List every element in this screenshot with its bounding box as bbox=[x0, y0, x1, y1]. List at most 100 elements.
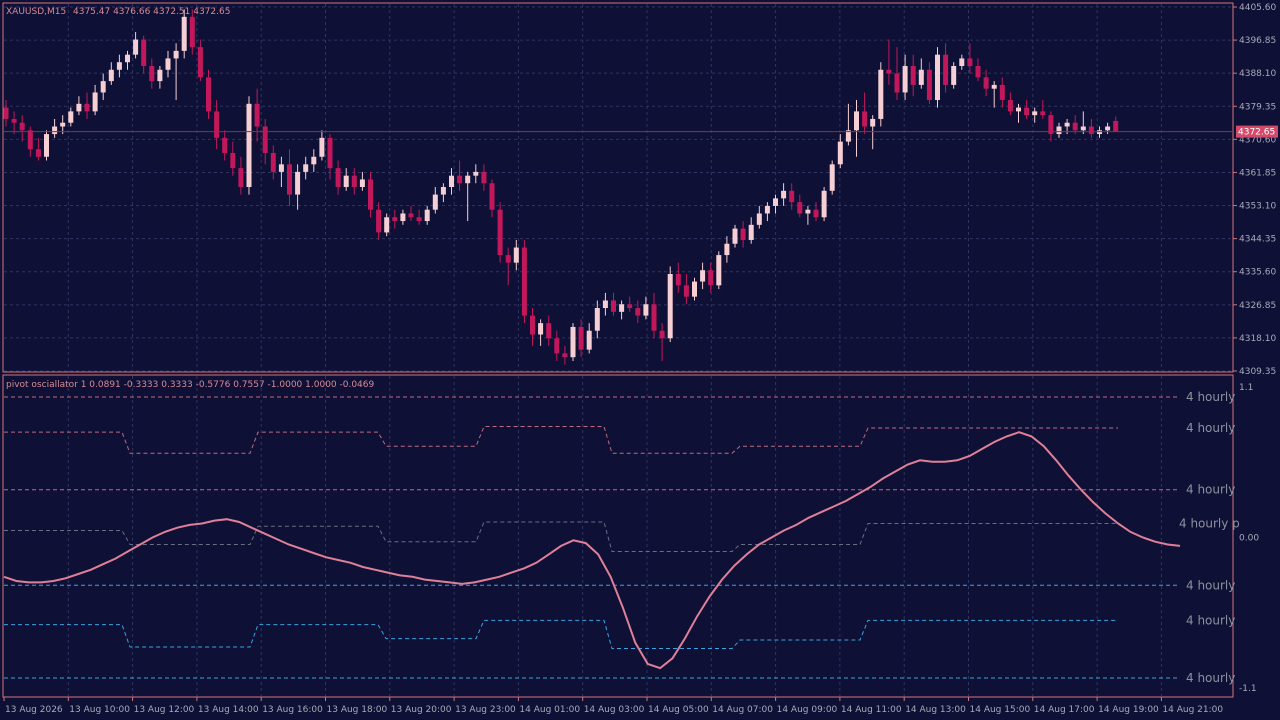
candle[interactable] bbox=[1056, 122, 1062, 138]
candle[interactable] bbox=[902, 54, 908, 101]
candle[interactable] bbox=[821, 187, 827, 222]
candle[interactable] bbox=[756, 205, 762, 229]
time-axis[interactable]: 13 Aug 2026 13 Aug 10:00 13 Aug 12:00 13 Au… bbox=[3, 697, 1223, 715]
candle[interactable] bbox=[11, 111, 17, 135]
candle[interactable] bbox=[740, 221, 746, 248]
candle[interactable] bbox=[359, 171, 365, 191]
candle[interactable] bbox=[659, 323, 665, 361]
candle[interactable] bbox=[351, 168, 357, 195]
candle[interactable] bbox=[92, 84, 98, 116]
candle[interactable] bbox=[489, 179, 495, 218]
candle[interactable] bbox=[392, 209, 398, 229]
candle[interactable] bbox=[894, 47, 900, 101]
candle[interactable] bbox=[708, 262, 714, 293]
candle[interactable] bbox=[343, 168, 349, 191]
candle[interactable] bbox=[975, 58, 981, 82]
candle[interactable] bbox=[926, 62, 932, 104]
candle[interactable] bbox=[424, 205, 430, 225]
candle[interactable] bbox=[246, 96, 252, 195]
candle[interactable] bbox=[270, 145, 276, 180]
candle[interactable] bbox=[594, 300, 600, 339]
candle[interactable] bbox=[157, 65, 163, 89]
candle[interactable] bbox=[408, 205, 414, 222]
candle[interactable] bbox=[862, 92, 868, 135]
candle[interactable] bbox=[1072, 115, 1078, 135]
candle[interactable] bbox=[651, 292, 657, 339]
candle[interactable] bbox=[262, 118, 268, 165]
candle[interactable] bbox=[1105, 122, 1111, 135]
candle[interactable] bbox=[165, 50, 171, 78]
candle[interactable] bbox=[700, 262, 706, 290]
candle[interactable] bbox=[667, 266, 673, 343]
candle[interactable] bbox=[1113, 116, 1119, 133]
candle[interactable] bbox=[797, 194, 803, 218]
candle[interactable] bbox=[570, 323, 576, 361]
candle[interactable] bbox=[60, 115, 66, 135]
candle[interactable] bbox=[764, 202, 770, 222]
candle[interactable] bbox=[999, 77, 1005, 108]
candle[interactable] bbox=[781, 183, 787, 206]
candle[interactable] bbox=[278, 156, 284, 188]
candle[interactable] bbox=[943, 43, 949, 93]
candle[interactable] bbox=[311, 149, 317, 172]
candle[interactable] bbox=[181, 9, 187, 59]
candle[interactable] bbox=[173, 43, 179, 101]
candle[interactable] bbox=[335, 160, 341, 195]
candle[interactable] bbox=[513, 239, 519, 271]
candle[interactable] bbox=[76, 96, 82, 116]
candle[interactable] bbox=[829, 160, 835, 195]
candle[interactable] bbox=[983, 69, 989, 97]
candle[interactable] bbox=[643, 296, 649, 320]
candle[interactable] bbox=[481, 164, 487, 191]
candle[interactable] bbox=[578, 319, 584, 358]
candle[interactable] bbox=[238, 156, 244, 195]
candle[interactable] bbox=[1024, 100, 1030, 119]
candle[interactable] bbox=[1032, 107, 1038, 123]
candle[interactable] bbox=[368, 171, 373, 218]
candle[interactable] bbox=[1016, 103, 1021, 123]
candle[interactable] bbox=[813, 202, 819, 222]
candle[interactable] bbox=[635, 300, 641, 324]
candle[interactable] bbox=[214, 100, 220, 150]
candle[interactable] bbox=[254, 88, 260, 142]
candle[interactable] bbox=[84, 92, 90, 119]
candle[interactable] bbox=[716, 251, 722, 290]
candle[interactable] bbox=[319, 130, 325, 161]
candle[interactable] bbox=[303, 156, 309, 180]
candle[interactable] bbox=[611, 292, 616, 316]
candle[interactable] bbox=[1097, 126, 1102, 138]
candle[interactable] bbox=[837, 134, 843, 169]
candle[interactable] bbox=[125, 50, 130, 70]
candle[interactable] bbox=[1048, 111, 1054, 142]
candle[interactable] bbox=[538, 319, 544, 346]
candle[interactable] bbox=[400, 209, 406, 225]
candle[interactable] bbox=[627, 296, 633, 312]
candle[interactable] bbox=[586, 323, 592, 354]
candle[interactable] bbox=[732, 224, 738, 248]
candle[interactable] bbox=[222, 130, 228, 161]
candle[interactable] bbox=[497, 202, 503, 263]
candle[interactable] bbox=[878, 62, 884, 127]
candle[interactable] bbox=[384, 213, 390, 237]
candle[interactable] bbox=[35, 137, 41, 161]
candle[interactable] bbox=[287, 149, 292, 206]
price-axis[interactable]: 4405.60 4396.85 4388.10 4379.35 4370.60 4361.… bbox=[1233, 3, 1276, 377]
candle[interactable] bbox=[133, 31, 139, 59]
candle[interactable] bbox=[675, 262, 681, 293]
candle[interactable] bbox=[465, 171, 471, 222]
candle[interactable] bbox=[789, 183, 795, 210]
candle[interactable] bbox=[991, 81, 997, 108]
candle[interactable] bbox=[189, 9, 195, 55]
candle[interactable] bbox=[870, 115, 876, 150]
candle[interactable] bbox=[805, 205, 811, 225]
candle[interactable] bbox=[1088, 118, 1094, 138]
candle[interactable] bbox=[449, 168, 454, 195]
candle[interactable] bbox=[530, 308, 535, 346]
candle[interactable] bbox=[416, 209, 422, 225]
candle[interactable] bbox=[68, 107, 74, 127]
candle[interactable] bbox=[546, 315, 552, 346]
price-panel[interactable] bbox=[2, 2, 1234, 373]
candle[interactable] bbox=[683, 273, 689, 305]
candle[interactable] bbox=[457, 160, 463, 191]
